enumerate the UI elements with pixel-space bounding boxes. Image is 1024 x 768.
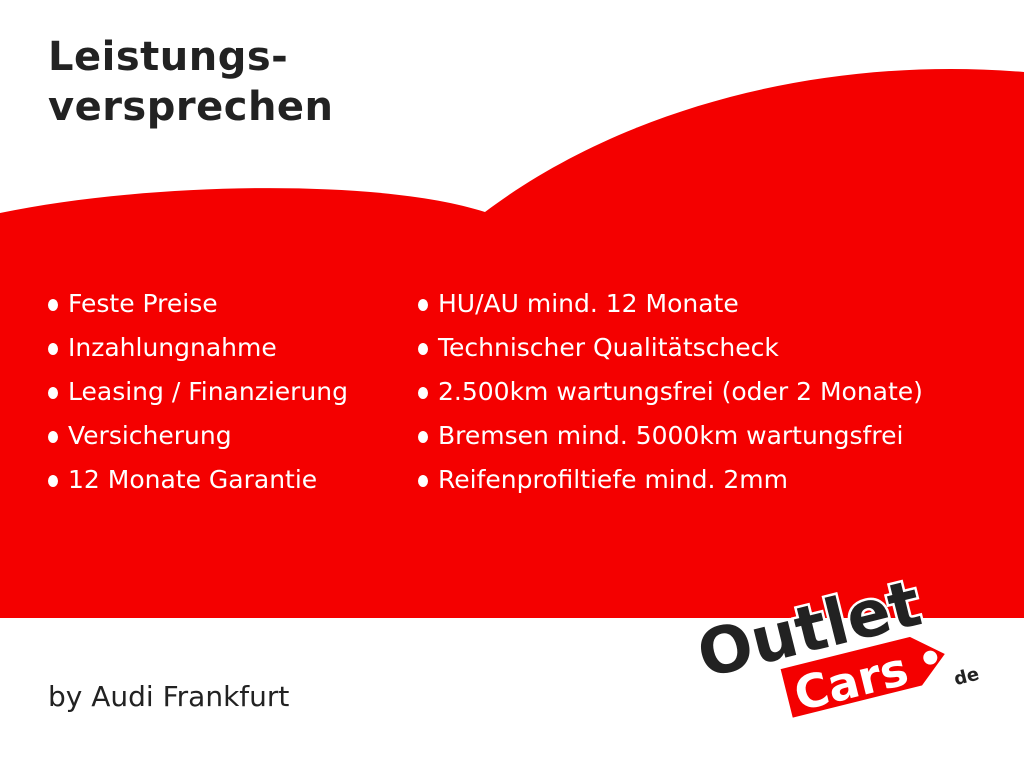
page-title: Leistungs- versprechen (48, 32, 334, 132)
list-item: 2.500km wartungsfrei (oder 2 Monate) (418, 370, 923, 414)
list-item: Leasing / Finanzierung (48, 370, 348, 414)
title-line-2: versprechen (48, 84, 334, 130)
list-item: Reifenprofiltiefe mind. 2mm (418, 458, 923, 502)
benefits-list-right: HU/AU mind. 12 Monate Technischer Qualit… (418, 282, 923, 502)
list-item: 12 Monate Garantie (48, 458, 348, 502)
price-tag-icon (775, 632, 951, 723)
list-item: Versicherung (48, 414, 348, 458)
list-item: Feste Preise (48, 282, 348, 326)
logo-suffix-de: de (952, 664, 980, 690)
list-item: Bremsen mind. 5000km wartungsfrei (418, 414, 923, 458)
tag-hole-icon (923, 650, 938, 665)
list-item: Inzahlungnahme (48, 326, 348, 370)
list-item: Technischer Qualitätscheck (418, 326, 923, 370)
title-line-1: Leistungs- (48, 34, 289, 80)
outletcars-logo: Outlet Cars de (690, 564, 980, 723)
benefits-list-left: Feste Preise Inzahlungnahme Leasing / Fi… (48, 282, 348, 502)
list-item: HU/AU mind. 12 Monate (418, 282, 923, 326)
footer-text: by Audi Frankfurt (48, 680, 290, 713)
